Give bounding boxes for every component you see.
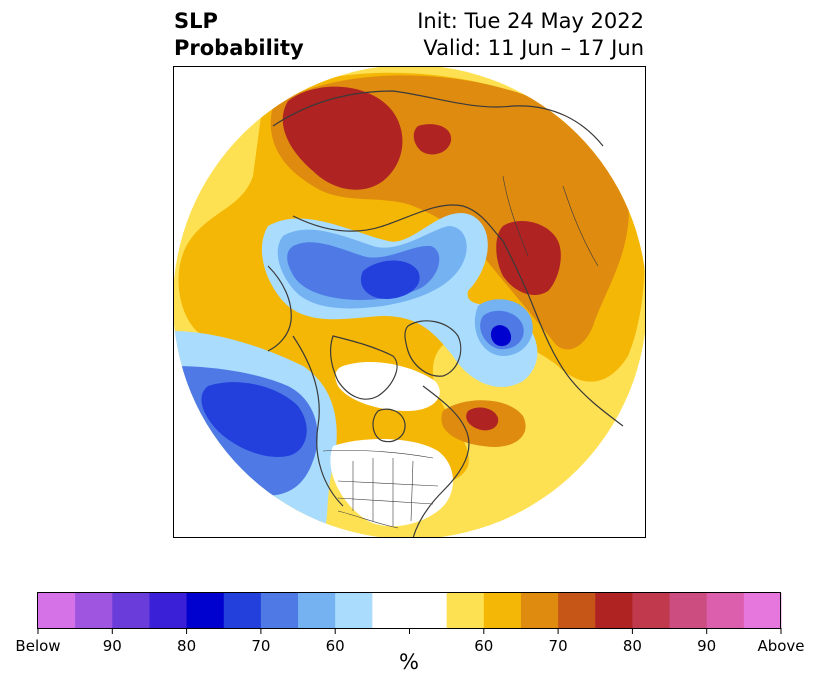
colorbar-tick-label: 70 <box>251 637 270 655</box>
map-title: SLP Probability <box>174 8 304 62</box>
contour-below-80-pacific <box>201 382 307 457</box>
colorbar: Below 90 80 70 60 60 70 80 90 Above % <box>15 592 805 674</box>
colorbar-cells <box>38 593 782 628</box>
colorbar-cell <box>743 593 782 628</box>
title-variable: SLP <box>174 9 218 33</box>
coast-hudson-bay <box>372 408 406 443</box>
map-frame <box>173 66 646 538</box>
colorbar-tick-label: 90 <box>697 637 716 655</box>
border-russia-west <box>502 175 529 257</box>
contour-neutral-us <box>330 439 453 527</box>
colorbar-tick-label: 70 <box>549 637 568 655</box>
coast-alaska <box>267 265 292 352</box>
colorbar-cell <box>669 593 708 628</box>
coast-siberia <box>272 90 604 147</box>
contour-below-90-norway-sea <box>490 325 512 347</box>
colorbar-cell <box>38 593 76 628</box>
colorbar-unit-label: % <box>399 650 419 674</box>
probability-map <box>173 66 646 538</box>
colorbar-tick-label: Above <box>757 637 804 655</box>
colorbar-ticks: Below 90 80 70 60 60 70 80 90 Above <box>15 628 805 655</box>
coastlines <box>267 90 624 538</box>
colorbar-cell <box>409 593 448 628</box>
colorbar-tick-label: 60 <box>474 637 493 655</box>
colorbar-cell <box>335 593 373 628</box>
colorbar-cell <box>595 593 633 628</box>
colorbar-cell <box>75 593 113 628</box>
colorbar-cell <box>112 593 150 628</box>
colorbar-cell <box>520 593 559 628</box>
colorbar-tick-label: Below <box>15 637 60 655</box>
contour-above-80-newfoundland <box>466 407 499 431</box>
title-product: Probability <box>174 36 304 60</box>
coast-arctic-asia <box>292 204 504 242</box>
colorbar-cell <box>186 593 225 628</box>
border-central-asia <box>562 185 599 267</box>
colorbar-cell <box>372 593 410 628</box>
init-date: Init: Tue 24 May 2022 <box>417 9 644 33</box>
colorbar-tick-label: 60 <box>326 637 345 655</box>
contour-above-80-europe <box>496 221 561 296</box>
colorbar-cell <box>558 593 596 628</box>
colorbar-cell <box>149 593 187 628</box>
border-states-grid <box>337 458 439 526</box>
colorbar-cell <box>446 593 485 628</box>
valid-range: Valid: 11 Jun – 17 Jun <box>423 36 644 60</box>
colorbar-tick-label: 80 <box>177 637 196 655</box>
coast-north-america-arctic <box>329 335 398 400</box>
coast-north-america-east <box>412 385 470 538</box>
colorbar-cell <box>223 593 262 628</box>
colorbar-cell <box>632 593 670 628</box>
contour-above-80-siberia <box>282 86 403 190</box>
coast-north-america-west <box>292 335 344 507</box>
colorbar-cell <box>706 593 745 628</box>
colorbar-tick-label: 90 <box>103 637 122 655</box>
map-dates: Init: Tue 24 May 2022 Valid: 11 Jun – 17… <box>417 8 644 62</box>
colorbar-cell <box>298 593 336 628</box>
border-us-canada <box>322 449 434 459</box>
contour-above-80-ural <box>413 124 452 155</box>
colorbar-cell <box>483 593 522 628</box>
colorbar-tick-label: 80 <box>623 637 642 655</box>
borders <box>322 175 599 529</box>
border-us-mexico <box>337 510 399 529</box>
colorbar-cell <box>260 593 299 628</box>
coast-europe <box>502 240 624 427</box>
coast-greenland <box>404 320 462 377</box>
probability-field <box>173 66 646 538</box>
contour-below-80-arctic <box>360 260 420 300</box>
